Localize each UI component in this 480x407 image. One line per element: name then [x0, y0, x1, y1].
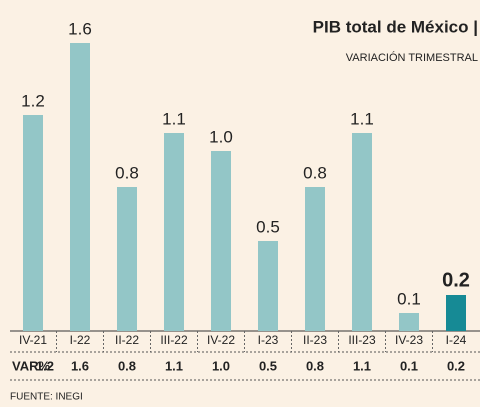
value-label: 1.1 [350, 109, 374, 128]
bar [258, 241, 278, 331]
table-value: 1.6 [71, 358, 89, 373]
value-label: 0.1 [397, 289, 421, 308]
value-label: 1.2 [21, 91, 45, 110]
table-value: 0.2 [447, 358, 465, 373]
table-value: 0.8 [306, 358, 324, 373]
value-label: 0.8 [115, 163, 139, 182]
x-tick-label: III-22 [160, 333, 188, 347]
source: FUENTE: INEGI [10, 392, 83, 403]
table-value: 0.5 [259, 358, 277, 373]
table-value: 1.2 [36, 358, 54, 373]
x-tick-label: IV-22 [207, 333, 235, 347]
value-label: 0.8 [303, 163, 327, 182]
table-value: 0.8 [118, 358, 136, 373]
chart-title: PIB total de México | [313, 17, 478, 36]
value-label: 1.6 [68, 19, 92, 38]
table-value: 1.1 [165, 358, 183, 373]
bar [211, 151, 231, 331]
value-label: 1.0 [209, 127, 233, 146]
x-tick-label: I-23 [258, 333, 279, 347]
x-tick-label: IV-21 [19, 333, 47, 347]
bar [117, 187, 137, 331]
x-tick-label: IV-23 [395, 333, 423, 347]
x-tick-label: III-23 [348, 333, 376, 347]
value-label: 0.2 [442, 269, 470, 291]
x-tick-label: II-23 [303, 333, 327, 347]
chart-subtitle: VARIACIÓN TRIMESTRAL [346, 51, 478, 64]
row-label: VAR% [12, 358, 50, 373]
value-label: 0.5 [256, 217, 280, 236]
bar [352, 133, 372, 331]
value-label: 1.1 [162, 109, 186, 128]
bar [446, 295, 466, 331]
table-value: 1.0 [212, 358, 230, 373]
bar [305, 187, 325, 331]
bar [23, 115, 43, 331]
bar [399, 313, 419, 331]
bar [164, 133, 184, 331]
table-value: 0.1 [400, 358, 418, 373]
table-value: 1.1 [353, 358, 371, 373]
x-tick-label: I-24 [446, 333, 467, 347]
x-tick-label: I-22 [70, 333, 91, 347]
bar [70, 43, 90, 331]
x-tick-label: II-22 [115, 333, 139, 347]
